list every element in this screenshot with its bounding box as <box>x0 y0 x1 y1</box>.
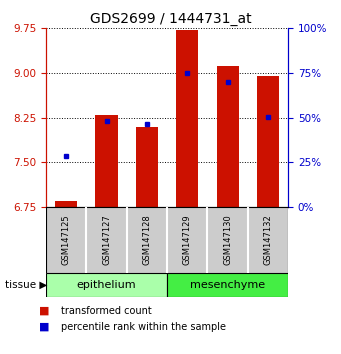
Bar <box>46 273 167 297</box>
Bar <box>136 127 158 207</box>
Bar <box>176 29 198 207</box>
Text: mesenchyme: mesenchyme <box>190 280 265 290</box>
Text: GSM147130: GSM147130 <box>223 215 232 265</box>
Bar <box>55 201 77 207</box>
Text: GSM147128: GSM147128 <box>143 215 151 265</box>
Text: GSM147132: GSM147132 <box>264 215 272 265</box>
Text: transformed count: transformed count <box>61 306 152 316</box>
Bar <box>257 76 279 207</box>
Text: GSM147127: GSM147127 <box>102 215 111 265</box>
Text: GSM147129: GSM147129 <box>183 215 192 265</box>
Text: GSM147125: GSM147125 <box>62 215 71 265</box>
Bar <box>167 273 288 297</box>
Bar <box>217 66 239 207</box>
Text: GDS2699 / 1444731_at: GDS2699 / 1444731_at <box>90 12 251 27</box>
Bar <box>95 115 118 207</box>
Text: percentile rank within the sample: percentile rank within the sample <box>61 322 226 332</box>
Text: ■: ■ <box>39 306 50 316</box>
Text: epithelium: epithelium <box>77 280 136 290</box>
Text: ■: ■ <box>39 322 50 332</box>
Text: tissue ▶: tissue ▶ <box>5 280 47 290</box>
